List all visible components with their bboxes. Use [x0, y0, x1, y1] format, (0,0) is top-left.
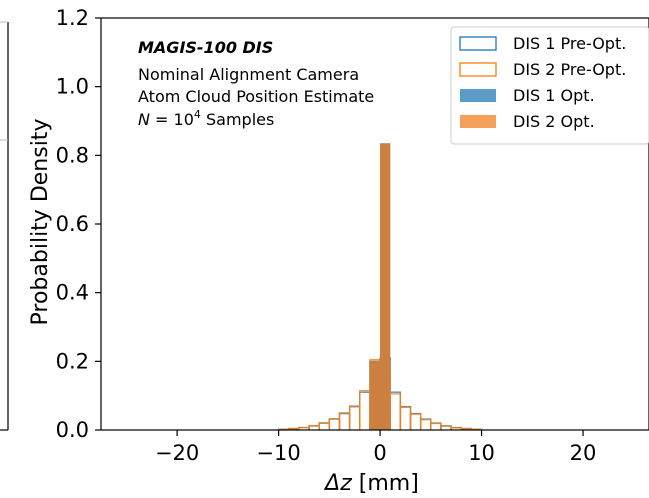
y-tick-label-1: 1.0: [56, 75, 89, 99]
x-tick-label-20: 20: [570, 441, 597, 465]
y-tick-label-1p2: 1.2: [56, 6, 89, 30]
step-dis2-preopt-m2: [359, 389, 371, 430]
x-ticks: −20 −10 0 10 20: [155, 430, 596, 465]
x-axis-label: Δz [mm]: [323, 471, 419, 496]
x-tick-label-10: 10: [468, 441, 495, 465]
x-tick-label-m10: −10: [256, 441, 300, 465]
annotation-title: MAGIS-100 DIS: [138, 38, 273, 57]
step-dis1-preopt-m3: [348, 405, 361, 430]
step-dis2-preopt-m3: [348, 405, 361, 430]
step-dis2-preopt-4: [419, 419, 432, 430]
annotation-n-symbol: N: [138, 110, 150, 129]
legend: DIS 1 Pre-Opt. DIS 2 Pre-Opt. DIS 1 Opt.…: [450, 26, 649, 145]
y-ticks: 0.0 0.2 0.4 0.6 0.8 1.0 1.2: [56, 6, 101, 442]
legend-swatch-dis2-preopt: [459, 62, 497, 77]
y-tick-label-0p8: 0.8: [56, 143, 89, 167]
legend-swatch-dis1-opt: [460, 89, 496, 102]
legend-swatch-dis1-preopt: [459, 36, 497, 51]
x-axis-symbol: Δz: [323, 471, 352, 496]
legend-frame: [450, 26, 649, 145]
annotation-line-1: Nominal Alignment Camera: [138, 65, 359, 84]
legend-label-dis1-opt: DIS 1 Opt.: [513, 86, 595, 105]
legend-swatch-dis2-opt: [460, 115, 496, 128]
y-tick-label-0p6: 0.6: [56, 212, 89, 236]
step-dis1-preopt-m7: [308, 425, 320, 430]
bar-dis2-opt-m1: [369, 361, 381, 430]
legend-label-dis1-preopt: DIS 1 Pre-Opt.: [513, 34, 626, 53]
x-tick-label-0: 0: [373, 441, 386, 465]
step-dis1-preopt-1: [389, 391, 402, 430]
y-tick-label-0p4: 0.4: [56, 281, 89, 305]
step-dis1-preopt-4: [419, 418, 432, 430]
annotation-n-rest: Samples: [201, 110, 274, 129]
step-dis2-preopt-2: [399, 406, 412, 430]
step-dis1-preopt-m4: [338, 412, 351, 430]
neighbor-panel-edge: [0, 21, 9, 431]
x-axis-unit: [mm]: [352, 471, 419, 496]
bar-dis2-opt-0: [380, 143, 391, 431]
step-dis2-preopt-m4: [338, 412, 351, 430]
legend-label-dis2-preopt: DIS 2 Pre-Opt.: [513, 60, 626, 79]
step-dis1-preopt-m6: [318, 422, 331, 430]
step-dis2-preopt-m5: [328, 417, 341, 430]
step-dis1-preopt-2: [399, 405, 412, 430]
opt-bars-layer: [369, 143, 391, 431]
step-dis2-preopt-1: [389, 393, 402, 430]
y-tick-label-0p2: 0.2: [56, 349, 89, 373]
annotation-line-2: Atom Cloud Position Estimate: [138, 87, 374, 106]
step-dis1-preopt-m5: [328, 418, 341, 430]
step-dis1-preopt-3: [409, 412, 422, 430]
x-tick-label-m20: −20: [155, 441, 199, 465]
y-axis-label: Probability Density: [28, 119, 53, 326]
annotation-n-equals: = 10: [150, 110, 194, 129]
annotation-line-3: N = 104 Samples: [138, 108, 274, 129]
step-dis2-preopt-m7: [308, 424, 320, 430]
legend-label-dis2-opt: DIS 2 Opt.: [513, 112, 595, 131]
annotation-n-exponent: 4: [194, 108, 201, 121]
step-dis2-preopt-m6: [318, 422, 331, 430]
step-dis2-preopt-5: [430, 422, 442, 430]
y-tick-label-0: 0.0: [56, 418, 89, 442]
step-dis1-preopt-m2: [359, 391, 371, 430]
step-dis2-preopt-3: [409, 413, 422, 430]
annotation-block: MAGIS-100 DIS Nominal Alignment Camera A…: [138, 38, 374, 129]
